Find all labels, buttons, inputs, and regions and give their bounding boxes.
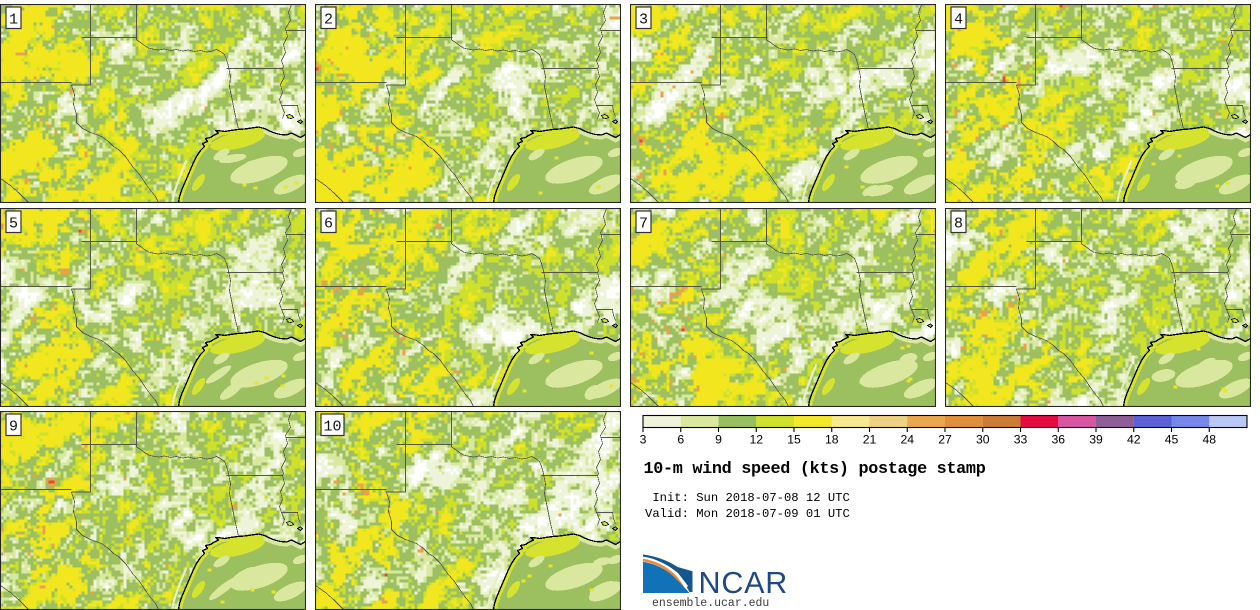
- svg-text:33: 33: [1014, 433, 1028, 447]
- svg-text:4: 4: [954, 12, 963, 29]
- svg-text:7: 7: [639, 215, 648, 232]
- svg-text:3: 3: [639, 12, 648, 29]
- svg-text:24: 24: [900, 433, 914, 447]
- svg-text:10: 10: [323, 419, 341, 436]
- svg-text:45: 45: [1165, 433, 1179, 447]
- svg-text:39: 39: [1089, 433, 1103, 447]
- svg-text:15: 15: [787, 433, 801, 447]
- svg-text:2: 2: [324, 12, 333, 29]
- svg-text:9: 9: [715, 433, 722, 447]
- svg-text:9: 9: [9, 419, 18, 436]
- svg-text:27: 27: [938, 433, 952, 447]
- svg-text:6: 6: [677, 433, 684, 447]
- svg-text:21: 21: [863, 433, 877, 447]
- svg-text:8: 8: [954, 215, 963, 232]
- svg-text:36: 36: [1051, 433, 1065, 447]
- svg-text:1: 1: [9, 12, 18, 29]
- svg-text:30: 30: [976, 433, 990, 447]
- svg-text:42: 42: [1127, 433, 1141, 447]
- svg-text:5: 5: [9, 215, 18, 232]
- svg-text:3: 3: [640, 433, 647, 447]
- svg-text:NCAR: NCAR: [699, 566, 789, 600]
- svg-text:48: 48: [1202, 433, 1216, 447]
- svg-text:6: 6: [324, 215, 333, 232]
- svg-text:18: 18: [825, 433, 839, 447]
- svg-text:12: 12: [749, 433, 763, 447]
